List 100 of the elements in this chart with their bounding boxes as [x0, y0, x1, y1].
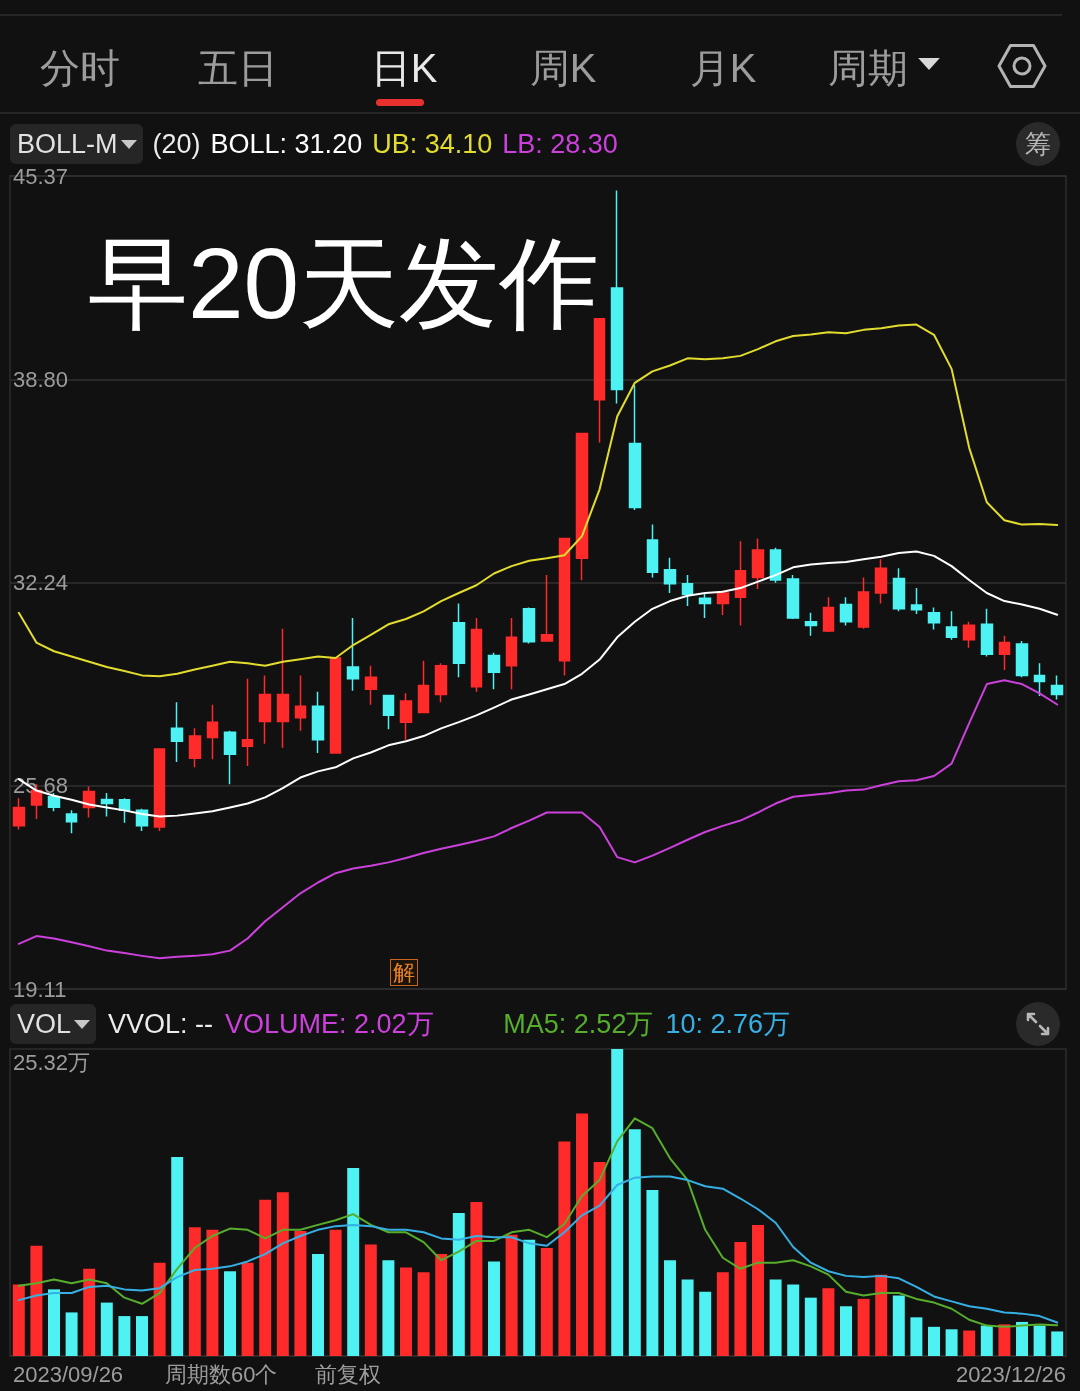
- candlestick: [364, 665, 378, 706]
- bar: [769, 1279, 782, 1356]
- bar: [224, 1271, 236, 1356]
- bar: [83, 1268, 96, 1356]
- text: VVOL: --: [108, 1008, 214, 1040]
- text: LB: 28.30: [502, 128, 618, 160]
- candlestick: [716, 589, 730, 616]
- candlestick: [276, 627, 290, 749]
- text: UB: 34.10: [372, 128, 493, 160]
- candlestick: [1033, 662, 1046, 697]
- candlestick: [804, 612, 818, 637]
- bar: [276, 1192, 289, 1356]
- candlestick: [839, 596, 853, 627]
- candlestick: [910, 587, 923, 615]
- bar: [840, 1306, 852, 1356]
- bar: [30, 1245, 43, 1356]
- candlestick: [311, 691, 325, 754]
- candlestick: [610, 189, 624, 405]
- bar: [822, 1288, 835, 1356]
- bar: [963, 1330, 976, 1356]
- annotation: 25.32万: [13, 1050, 91, 1075]
- bar: [136, 1316, 148, 1356]
- candlestick: [170, 701, 184, 763]
- candlestick: [206, 704, 219, 761]
- bar: [1033, 1325, 1046, 1356]
- bar: [100, 1302, 113, 1356]
- bar: [171, 1157, 184, 1356]
- candlestick: [980, 608, 994, 658]
- candlestick: [558, 537, 571, 677]
- candlestick: [698, 592, 712, 619]
- candlestick: [522, 606, 536, 645]
- text: 月K: [689, 45, 757, 92]
- candlestick: [452, 602, 466, 678]
- text: (20): [152, 128, 201, 160]
- candlestick: [399, 692, 413, 741]
- candlestick: [681, 574, 694, 607]
- candlestick: [258, 674, 272, 745]
- bar: [1051, 1331, 1064, 1356]
- candlestick: [505, 617, 518, 691]
- bar: [699, 1291, 712, 1356]
- bar: [646, 1189, 659, 1356]
- bar: [1016, 1321, 1028, 1356]
- bar: [470, 1201, 483, 1356]
- bar: [910, 1317, 923, 1356]
- bar: [928, 1326, 940, 1356]
- bar: [382, 1260, 395, 1356]
- candlestick: [751, 537, 765, 590]
- candlestick: [1015, 640, 1029, 678]
- text: 分时: [40, 45, 120, 92]
- bar: [628, 1129, 641, 1356]
- candlestick: [346, 617, 360, 692]
- bar: [505, 1234, 518, 1356]
- bar: [65, 1312, 78, 1356]
- candlestick: [769, 547, 782, 584]
- candlestick: [470, 617, 483, 693]
- y-tick-label: 32.24: [13, 570, 69, 595]
- candlestick: [663, 556, 677, 594]
- candlestick: [998, 635, 1011, 671]
- bar: [752, 1224, 764, 1356]
- candlestick: [434, 662, 448, 704]
- text: VOLUME: 2.02万: [225, 1008, 434, 1040]
- candlestick: [188, 727, 202, 769]
- bar: [400, 1267, 412, 1356]
- bar: [681, 1279, 694, 1356]
- y-tick-label: 19.11: [13, 976, 67, 1002]
- candlestick: [241, 678, 254, 767]
- round-button: 筹: [1016, 122, 1060, 166]
- candlestick: [646, 523, 659, 579]
- candlestick: [874, 558, 888, 605]
- bar: [540, 1247, 553, 1356]
- bar: [312, 1254, 324, 1356]
- bar: [294, 1231, 307, 1356]
- bar: [12, 1284, 25, 1356]
- bar: [259, 1199, 272, 1356]
- candlestick: [857, 576, 870, 630]
- candlestick: [892, 567, 906, 613]
- text: 前复权: [315, 1362, 381, 1387]
- bar: [611, 1049, 624, 1356]
- bar: [118, 1316, 131, 1356]
- text: 周K: [529, 45, 597, 92]
- bar: [857, 1298, 870, 1356]
- bar: [488, 1261, 500, 1356]
- bar: [241, 1262, 254, 1356]
- y-tick-label: 45.37: [13, 163, 69, 189]
- text: 日K: [370, 45, 438, 92]
- bar: [417, 1272, 430, 1356]
- bar: [804, 1297, 817, 1356]
- bar: [347, 1168, 360, 1356]
- bar: [716, 1272, 729, 1356]
- indicator-dropdown: BOLL-M: [10, 124, 143, 164]
- candlestick: [100, 792, 114, 818]
- text: 2023/12/26: [955, 1362, 1066, 1387]
- annotation: 早20天发作: [88, 227, 600, 339]
- candlestick: [962, 621, 976, 649]
- bar: [523, 1239, 536, 1356]
- bar: [998, 1324, 1011, 1356]
- candlestick: [65, 809, 78, 835]
- candlestick: [540, 574, 554, 642]
- text: MA5: 2.52万: [503, 1008, 654, 1040]
- bar: [576, 1113, 588, 1356]
